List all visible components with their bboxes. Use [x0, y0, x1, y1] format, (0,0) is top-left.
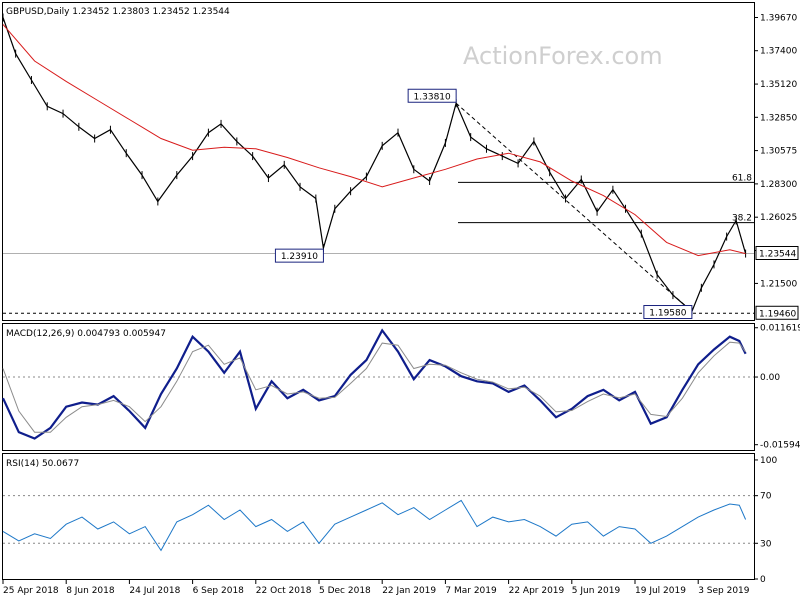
xtick-label-0: 25 Apr 2018: [3, 586, 59, 596]
macd-title: MACD(12,26,9) 0.004793 0.005947: [6, 329, 166, 339]
rsi-ytick-label-0: 100: [760, 456, 777, 466]
macd-layer: [2, 328, 754, 440]
current-price-label: 1.23544: [759, 249, 796, 259]
macd-panel-frame: [2, 323, 755, 451]
xtick-label-11: 3 Sep 2019: [698, 586, 750, 596]
support-label: 1.19460: [759, 309, 796, 319]
current-price-tag: [755, 245, 799, 260]
price-ytick-label-4: 1.30575: [760, 147, 797, 157]
rsi-title: RSI(14) 50.0677: [6, 459, 79, 469]
price-ytick-label-2: 1.35120: [760, 80, 797, 90]
support-tag: [755, 305, 799, 320]
fib-label-0: 61.8: [732, 173, 752, 183]
price-ytick-label-3: 1.32850: [760, 113, 797, 123]
price-title: GBPUSD,Daily 1.23452 1.23803 1.23452 1.2…: [6, 7, 230, 17]
price-series-moving-average: [2, 24, 746, 257]
price-panel-frame: [2, 2, 755, 321]
xtick-label-8: 22 Apr 2019: [509, 586, 565, 596]
watermark: ActionForex.com: [463, 42, 663, 70]
annotation-box-2: [643, 305, 693, 320]
macd-series-macd: [2, 328, 747, 440]
rsi-ytick-label-1: 70: [760, 492, 772, 502]
annotation-box-0: [407, 88, 457, 103]
annotation-label-1: 1.23910: [281, 252, 318, 262]
xtick-label-6: 22 Jan 2019: [382, 586, 436, 596]
price-ytick-label-8: 1.21500: [760, 279, 797, 289]
rsi-panel-frame: [2, 453, 755, 580]
annotation-box-1: [274, 248, 324, 263]
macd-ytick-label-0: 0.011619: [760, 324, 800, 334]
macd-ytick-label-2: -0.015949: [760, 441, 800, 451]
xtick-label-1: 8 Jun 2018: [66, 586, 115, 596]
rsi-ytick-label-3: 0: [760, 575, 766, 585]
xtick-label-7: 7 Mar 2019: [445, 586, 497, 596]
rsi-series-rsi: [2, 499, 747, 552]
price-ytick-label-1: 1.37400: [760, 47, 797, 57]
annotation-label-0: 1.33810: [414, 92, 451, 102]
rsi-layer: [2, 495, 754, 552]
price-ytick-label-5: 1.28300: [760, 180, 797, 190]
trendline: [455, 102, 693, 312]
rsi-ytick-label-2: 30: [760, 539, 772, 549]
macd-ytick-label-1: 0.00: [760, 373, 780, 383]
axis-layer: 1.39670 1.37400 1.35120 1.32850 1.30575 1.283…: [2, 13, 800, 596]
xtick-label-3: 6 Sep 2018: [193, 586, 245, 596]
fib-label-1: 38.2: [732, 214, 752, 224]
xtick-label-2: 24 Jul 2018: [129, 586, 180, 596]
xtick-label-4: 22 Oct 2018: [256, 586, 312, 596]
annotation-label-2: 1.19580: [649, 309, 686, 319]
xtick-label-10: 19 Jul 2019: [635, 586, 686, 596]
price-ytick-label-0: 1.39670: [760, 13, 797, 23]
xtick-label-9: 5 Jun 2019: [572, 586, 621, 596]
price-layer: 61.8 38.2 1.33810 1.23910 1.19580: [2, 13, 754, 320]
macd-series-signal: [2, 341, 747, 433]
price-ytick-label-6: 1.26025: [760, 213, 797, 223]
xtick-label-5: 5 Dec 2018: [319, 586, 371, 596]
